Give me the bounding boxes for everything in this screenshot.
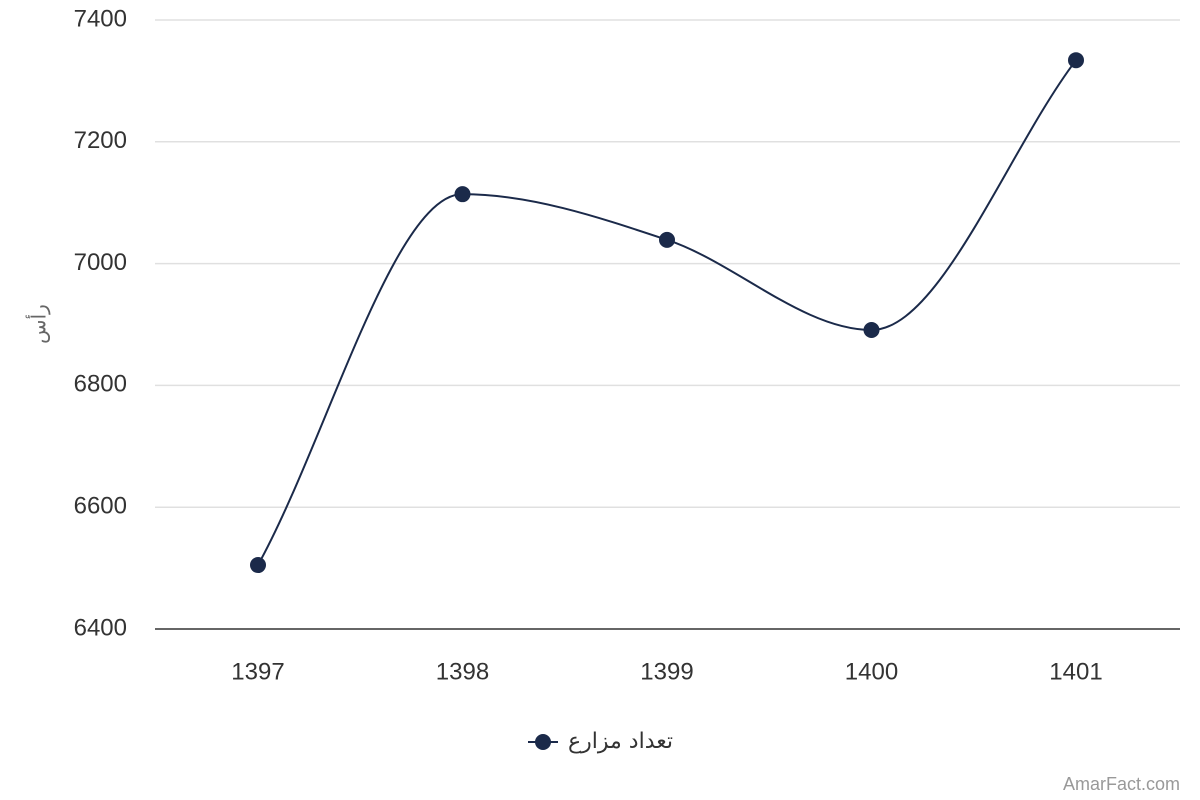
- data-point-1399[interactable]: [659, 231, 675, 248]
- x-tick-label: 1400: [845, 658, 898, 685]
- data-point-1397[interactable]: [250, 557, 266, 574]
- data-point-1401[interactable]: [1068, 52, 1084, 69]
- x-tick-label: 1399: [640, 658, 693, 685]
- x-tick-label: 1398: [436, 658, 489, 685]
- series-points: [250, 52, 1084, 574]
- data-point-1398[interactable]: [454, 186, 471, 203]
- y-axis-ticks: 6400 6600 6800 7000 7200 7400: [74, 5, 127, 641]
- legend-marker-icon: [535, 734, 551, 750]
- y-tick-label: 6400: [74, 614, 127, 641]
- y-tick-label: 7000: [74, 249, 127, 276]
- series-line: [257, 59, 1077, 566]
- data-point-1400[interactable]: [863, 321, 880, 338]
- y-tick-label: 6800: [74, 371, 127, 398]
- y-tick-label: 7200: [74, 127, 127, 154]
- x-tick-label: 1397: [231, 658, 284, 685]
- x-axis-ticks: 1397 1398 1399 1400 1401: [231, 658, 1102, 685]
- legend-label: تعداد مزارع: [568, 729, 673, 754]
- y-tick-label: 7400: [74, 5, 127, 32]
- x-tick-label: 1401: [1049, 658, 1102, 685]
- y-axis-label: رأس: [26, 304, 51, 344]
- legend[interactable]: تعداد مزارع: [528, 729, 673, 754]
- grid-lines: [155, 19, 1180, 508]
- credits[interactable]: AmarFact.com: [1063, 774, 1180, 794]
- y-tick-label: 6600: [74, 493, 127, 520]
